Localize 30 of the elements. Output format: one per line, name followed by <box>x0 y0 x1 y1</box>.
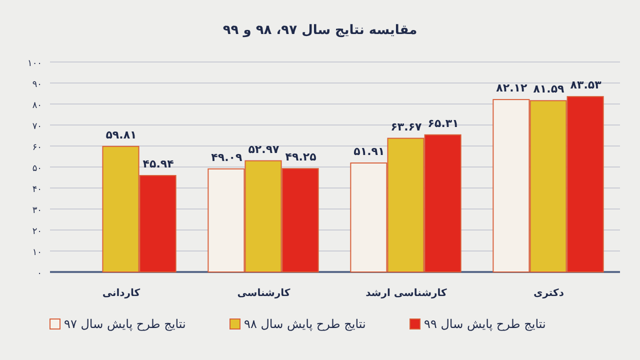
data-label: ۵۱.۹۱ <box>354 144 385 158</box>
x-tick-label: دکتری <box>534 288 564 299</box>
x-tick-label: کارشناسی <box>237 288 290 299</box>
data-label: ۵۲.۹۷ <box>248 142 280 156</box>
y-tick-label: ۷۰ <box>32 122 42 132</box>
data-label: ۸۱.۵۹ <box>533 82 565 96</box>
data-label: ۴۹.۰۹ <box>211 150 242 164</box>
data-label: ۶۳.۶۷ <box>390 120 422 134</box>
legend-label: نتایج طرح پایش سال ۹۸ <box>244 317 366 331</box>
x-tick-label: کاردانی <box>102 288 140 299</box>
y-tick-label: ۸۰ <box>32 101 42 111</box>
y-tick-label: ۴۰ <box>32 185 42 195</box>
data-label: ۴۵.۹۴ <box>142 158 174 171</box>
data-label: ۴۹.۲۵ <box>285 150 317 164</box>
y-tick-label: ۶۰ <box>32 143 42 153</box>
x-tick-label: کارشناسی ارشد <box>366 288 448 299</box>
y-tick-label: ۱۰ <box>32 248 42 258</box>
y-tick-label: ۵۰ <box>32 164 42 174</box>
data-label: ۶۵.۳۱ <box>428 116 459 130</box>
data-label: ۸۳.۵۳ <box>570 78 602 92</box>
y-tick-label: ۱۰۰ <box>27 59 42 69</box>
y-tick-label: ۹۰ <box>32 80 42 90</box>
y-tick-label: ۰ <box>37 269 42 279</box>
chart-title: مقایسه نتایج سال ۹۷، ۹۸ و ۹۹ <box>222 23 418 38</box>
y-tick-label: ۳۰ <box>32 206 42 216</box>
legend-label: نتایج طرح پایش سال ۹۹ <box>424 317 546 331</box>
data-label: ۵۹.۸۱ <box>106 128 137 142</box>
data-label: ۸۲.۱۲ <box>496 82 528 95</box>
y-tick-label: ۲۰ <box>32 227 42 237</box>
legend-label: نتایج طرح پایش سال ۹۷ <box>64 317 186 331</box>
